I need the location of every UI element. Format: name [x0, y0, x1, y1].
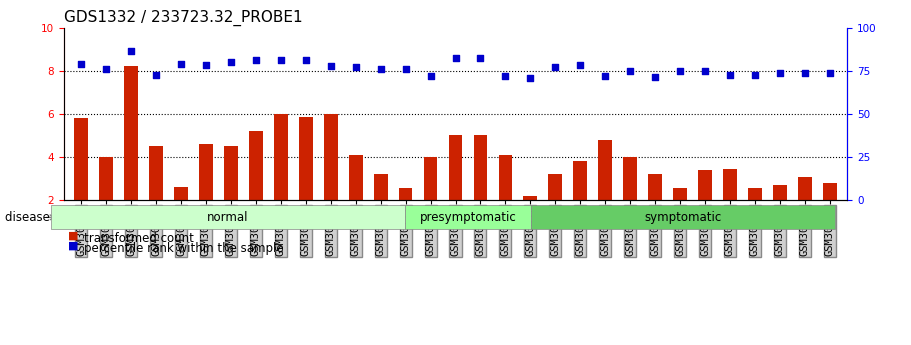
- Point: [722, 72, 737, 78]
- Bar: [75, 118, 88, 200]
- Bar: [599, 140, 612, 200]
- Point: [249, 57, 263, 63]
- Text: symptomatic: symptomatic: [644, 211, 722, 224]
- Point: [148, 72, 163, 78]
- Point: [473, 55, 487, 60]
- Bar: [798, 177, 812, 200]
- Bar: [324, 114, 338, 200]
- Bar: [773, 185, 787, 200]
- Point: [299, 57, 313, 63]
- Point: [323, 63, 338, 69]
- Point: [398, 66, 413, 71]
- Bar: [299, 117, 312, 200]
- Bar: [723, 169, 737, 200]
- Point: [748, 72, 763, 78]
- Text: percentile rank within the sample: percentile rank within the sample: [84, 242, 283, 255]
- Bar: [200, 144, 213, 200]
- Point: [348, 65, 363, 70]
- Bar: [274, 114, 288, 200]
- Bar: [548, 174, 562, 200]
- Text: ■: ■: [68, 231, 79, 241]
- Point: [374, 66, 388, 71]
- Point: [773, 70, 787, 76]
- Point: [623, 68, 638, 73]
- Text: presymptomatic: presymptomatic: [420, 211, 517, 224]
- Bar: [524, 196, 537, 200]
- Point: [598, 73, 612, 79]
- Bar: [424, 157, 437, 200]
- Bar: [174, 187, 188, 200]
- Bar: [498, 155, 512, 200]
- Bar: [399, 188, 413, 200]
- Point: [698, 68, 712, 73]
- Point: [124, 49, 138, 54]
- Bar: [149, 146, 163, 200]
- Bar: [249, 131, 262, 200]
- Point: [648, 75, 662, 80]
- Text: GDS1332 / 233723.32_PROBE1: GDS1332 / 233723.32_PROBE1: [64, 10, 302, 26]
- Point: [99, 66, 114, 71]
- Point: [573, 62, 588, 68]
- Point: [273, 57, 288, 63]
- Bar: [448, 135, 463, 200]
- Point: [199, 62, 213, 68]
- Bar: [124, 66, 138, 200]
- Bar: [224, 146, 238, 200]
- Point: [74, 61, 88, 67]
- Bar: [374, 174, 387, 200]
- Bar: [474, 135, 487, 200]
- Bar: [823, 183, 836, 200]
- Point: [523, 76, 537, 81]
- Point: [672, 68, 687, 73]
- Bar: [649, 174, 662, 200]
- Text: disease state: disease state: [5, 211, 83, 224]
- Point: [498, 73, 513, 79]
- Point: [448, 55, 463, 60]
- Bar: [673, 188, 687, 200]
- Bar: [748, 188, 762, 200]
- Text: ■: ■: [68, 240, 79, 250]
- Point: [548, 65, 563, 70]
- Bar: [623, 157, 637, 200]
- Bar: [698, 170, 711, 200]
- Text: transformed count: transformed count: [84, 232, 194, 245]
- Bar: [573, 161, 587, 200]
- Point: [174, 61, 189, 67]
- Text: normal: normal: [208, 211, 249, 224]
- Bar: [99, 157, 113, 200]
- Point: [797, 70, 812, 76]
- Bar: [349, 155, 363, 200]
- Point: [823, 70, 837, 76]
- Point: [424, 73, 438, 79]
- Point: [224, 59, 239, 65]
